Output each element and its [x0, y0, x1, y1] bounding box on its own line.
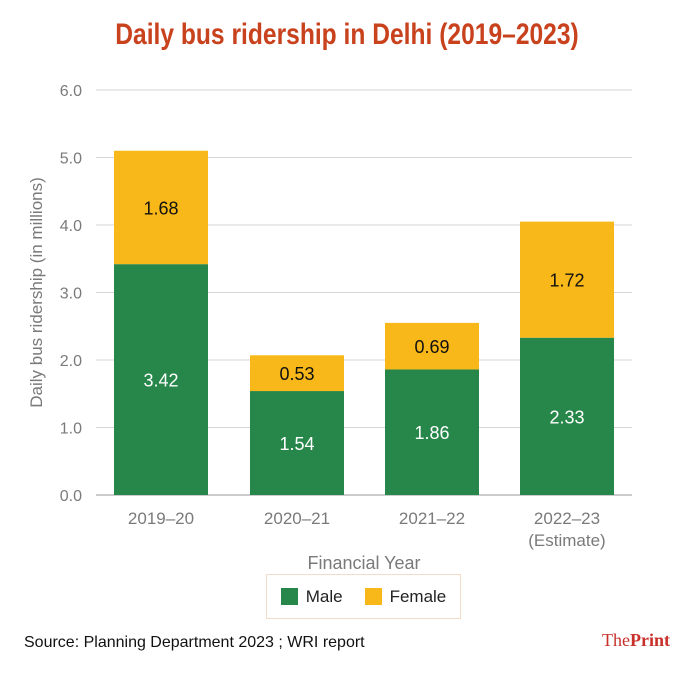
y-tick-label: 2.0	[60, 353, 82, 370]
y-tick-label: 5.0	[60, 151, 82, 168]
x-tick-label: 2020–21	[264, 509, 330, 528]
y-tick-label: 0.0	[60, 488, 82, 505]
legend-label-male: Male	[305, 586, 343, 606]
bar-male	[520, 337, 614, 495]
x-tick-label: 2021–22	[399, 509, 465, 528]
data-label-female: 0.53	[279, 364, 314, 384]
data-label-male: 3.42	[143, 371, 178, 391]
y-axis-label: Daily bus ridership (in millions)	[27, 177, 46, 408]
brand-logo-the: The	[602, 630, 630, 650]
legend: Male Female	[266, 574, 461, 619]
data-label-female: 1.68	[143, 198, 178, 218]
data-label-male: 1.54	[279, 434, 314, 454]
bar-male	[250, 391, 344, 495]
legend-label-female: Female	[389, 586, 447, 606]
bar-female	[250, 355, 344, 392]
legend-swatch-male	[280, 588, 298, 605]
legend-item-male: Male	[280, 586, 343, 607]
x-axis-label: Financial Year	[307, 553, 420, 573]
bar-female	[385, 322, 479, 370]
brand-logo: ThePrint	[602, 630, 670, 651]
data-label-male: 1.86	[414, 423, 449, 443]
brand-logo-print: Print	[630, 630, 670, 650]
chart-title: Daily bus ridership in Delhi (2019–2023)	[115, 18, 579, 51]
source-note: Source: Planning Department 2023 ; WRI r…	[24, 634, 365, 651]
data-label-female: 1.72	[549, 271, 584, 291]
y-tick-label: 3.0	[60, 286, 82, 303]
x-tick-label: 2022–23	[534, 509, 600, 528]
legend-swatch-female	[364, 588, 382, 605]
bar-male	[114, 264, 208, 495]
y-tick-label: 6.0	[60, 83, 82, 100]
legend-item-female: Female	[364, 586, 447, 607]
data-label-male: 2.33	[549, 407, 584, 427]
bar-female	[520, 221, 614, 338]
bar-female	[114, 150, 208, 265]
y-tick-label: 1.0	[60, 421, 82, 438]
y-tick-label: 4.0	[60, 218, 82, 235]
bar-male	[385, 369, 479, 495]
x-tick-label: (Estimate)	[528, 531, 605, 550]
x-tick-label: 2019–20	[128, 509, 194, 528]
data-label-female: 0.69	[414, 337, 449, 357]
